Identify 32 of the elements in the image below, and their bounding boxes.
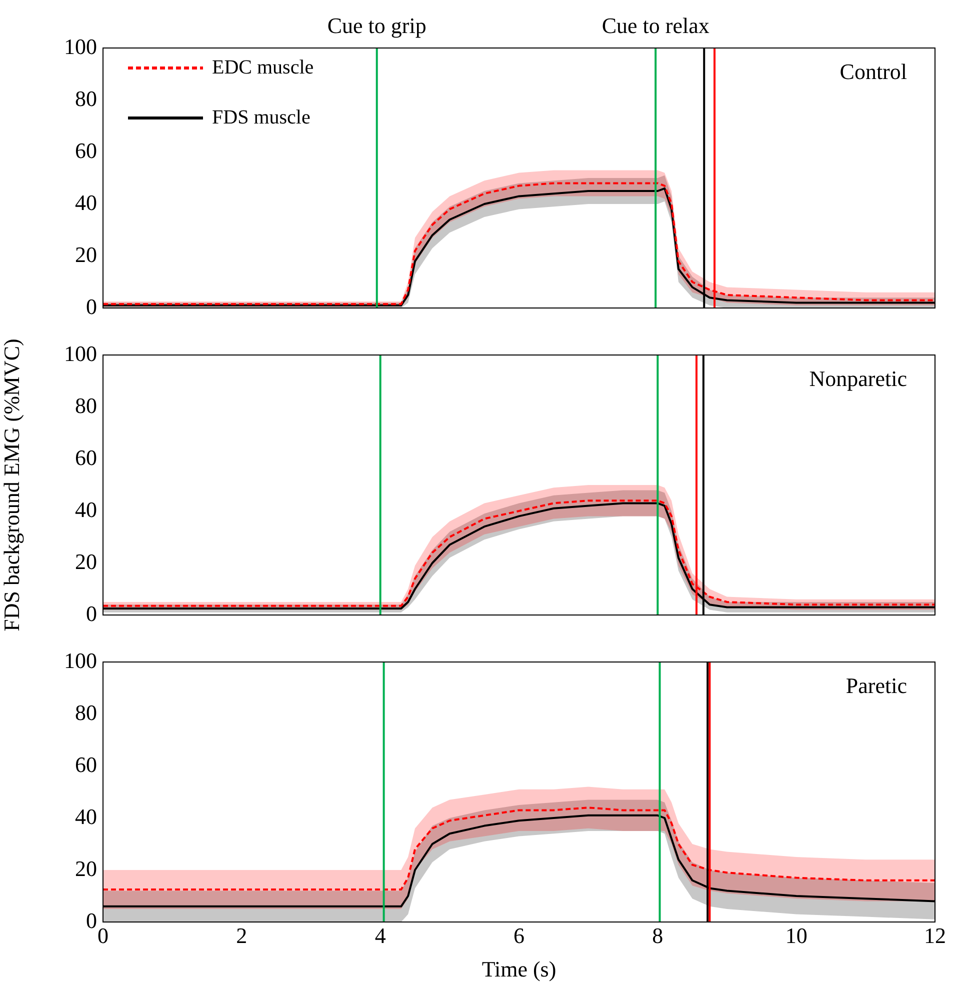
- y-axis-title: FDS background EMG (%MVC): [0, 338, 24, 632]
- x-tick-label: 12: [924, 922, 946, 948]
- y-tick-label: 20: [75, 242, 97, 267]
- annotation: Control: [840, 58, 907, 84]
- x-axis-title: Time (s): [482, 956, 556, 982]
- y-tick-label: 100: [64, 648, 97, 673]
- y-tick-label: 40: [75, 496, 97, 522]
- x-tick-label: 6: [514, 922, 524, 948]
- legend-label: FDS muscle: [212, 106, 310, 128]
- y-tick-label: 40: [75, 804, 97, 829]
- y-tick-label: 100: [64, 340, 97, 366]
- ref-line-label: Cue to grip: [327, 12, 426, 38]
- x-tick-label: 4: [374, 922, 386, 948]
- x-tick-label: 8: [652, 922, 664, 948]
- y-tick-label: 80: [75, 392, 97, 418]
- y-tick-label: 20: [75, 856, 97, 881]
- y-tick-label: 80: [75, 700, 97, 725]
- y-tick-label: 0: [86, 600, 97, 626]
- y-tick-label: 40: [75, 190, 97, 215]
- legend-label: EDC muscle: [212, 56, 314, 78]
- y-tick-label: 60: [75, 752, 97, 777]
- y-tick-label: 60: [75, 138, 97, 163]
- ref-line-label: Cue to relax: [602, 12, 710, 38]
- y-tick-label: 80: [75, 86, 97, 111]
- y-tick-label: 0: [86, 294, 97, 319]
- y-tick-label: 100: [64, 34, 97, 59]
- annotation: Paretic: [846, 672, 908, 698]
- x-tick-label: 2: [236, 922, 248, 948]
- x-tick-label: 10: [785, 922, 808, 948]
- annotation: Nonparetic: [809, 366, 908, 391]
- y-tick-label: 20: [75, 548, 97, 574]
- y-tick-label: 60: [75, 444, 97, 470]
